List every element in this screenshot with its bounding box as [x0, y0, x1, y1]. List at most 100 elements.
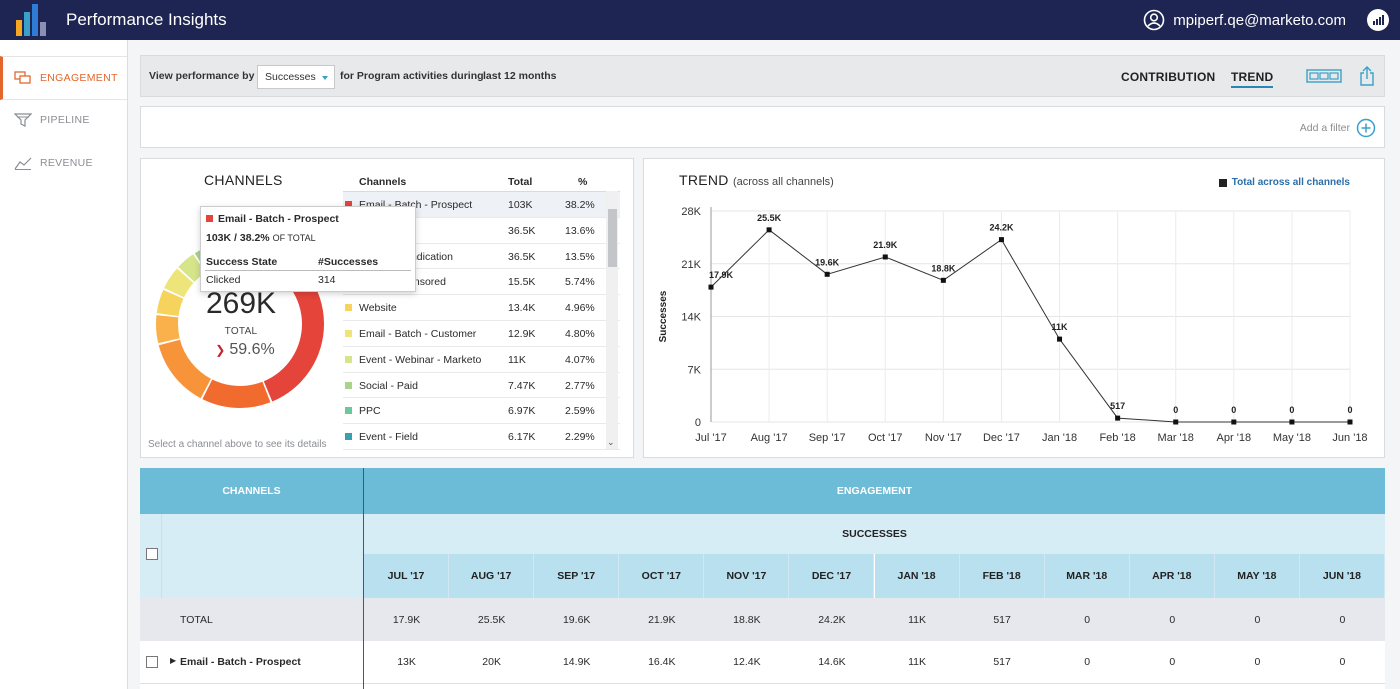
channel-total: 36.5K: [508, 224, 536, 237]
expand-arrow-icon[interactable]: ▶: [170, 656, 177, 665]
sidebar-item-revenue[interactable]: REVENUE: [0, 141, 127, 185]
channel-pct: 13.5%: [565, 250, 595, 263]
tab-trend[interactable]: TREND: [1231, 70, 1274, 88]
tooltip-of-total: OF TOTAL: [272, 233, 316, 243]
signal-icon[interactable]: [1366, 8, 1390, 32]
sidebar-item-pipeline[interactable]: PIPELINE: [0, 98, 127, 142]
data-point: [1115, 415, 1121, 421]
trend-line-chart[interactable]: 0 7K 14K 21K 28K Successes 17.9K 25.5K 19.6K 21.9…: [644, 159, 1386, 459]
for-label: for Program activities during: [340, 70, 484, 82]
table-cell: 0: [1169, 656, 1176, 668]
grid-divider: [363, 468, 364, 689]
channel-swatch: [345, 201, 352, 208]
donut-slice[interactable]: [178, 254, 206, 282]
donut-slice[interactable]: [156, 315, 180, 344]
channel-row[interactable]: Event - Webinar - Marketo 11K 4.07%: [343, 347, 620, 373]
channels-table-header: Channels Total %: [343, 171, 620, 192]
channel-total: 36.5K: [508, 250, 536, 263]
tab-contribution[interactable]: CONTRIBUTION: [1121, 70, 1216, 84]
table-cell: 21.9K: [648, 613, 676, 626]
row-checkbox[interactable]: [146, 656, 158, 668]
table-cell: 517: [993, 613, 1011, 626]
col-channels: Channels: [359, 176, 407, 188]
grid-header-channels: CHANNELS: [140, 468, 363, 514]
sidebar-item-label: ENGAGEMENT: [40, 72, 118, 84]
x-tick-label: Aug '17: [751, 432, 788, 444]
trend-card: TREND (across all channels) Total across…: [643, 158, 1385, 458]
channel-swatch: [345, 381, 352, 389]
channel-name: Event - Webinar - Marketo: [359, 353, 482, 366]
channel-row[interactable]: Social - Paid 7.47K 2.77%: [343, 373, 620, 399]
channel-total: 13.4K: [508, 302, 536, 315]
donut-total-label: TOTAL: [224, 326, 258, 337]
add-circle-icon[interactable]: [1356, 118, 1376, 138]
month-header[interactable]: DEC '17: [789, 554, 875, 598]
donut-slice[interactable]: [156, 289, 184, 316]
trend-title-text: TREND: [679, 172, 729, 188]
table-cell: 25.5K: [477, 613, 506, 626]
month-header[interactable]: FEB '18: [959, 554, 1045, 598]
tooltip-row-state: Clicked: [206, 274, 241, 286]
table-cell: 12.4K: [733, 656, 761, 668]
tooltip-value-pct: 38.2%: [239, 232, 270, 244]
channel-name: PPC: [359, 405, 381, 418]
channels-scroll-thumb[interactable]: [608, 209, 617, 267]
month-header[interactable]: JUL '17: [364, 554, 450, 598]
channel-total: 103K: [508, 199, 533, 211]
month-header[interactable]: SEP '17: [534, 554, 620, 598]
data-label: 17.9K: [709, 270, 734, 280]
table-cell: 517: [993, 656, 1011, 668]
channel-row[interactable]: Email - Batch - Customer 12.9K 4.80%: [343, 321, 620, 347]
chevron-down-icon: [322, 76, 328, 80]
tooltip-value: 103K / 38.2% OF TOTAL: [206, 232, 316, 244]
view-toolbar: View performance by Successes for Progra…: [140, 55, 1385, 97]
month-header[interactable]: MAY '18: [1214, 554, 1300, 598]
y-axis-label: Successes: [658, 290, 669, 342]
table-view-icon[interactable]: [1306, 69, 1342, 83]
data-label: 19.6K: [815, 257, 840, 267]
channel-swatch: [345, 433, 352, 441]
month-header[interactable]: JUN '18: [1299, 554, 1385, 598]
x-tick-label: Nov '17: [925, 432, 962, 444]
data-point: [882, 254, 888, 260]
month-header[interactable]: JAN '18: [874, 554, 960, 598]
donut-slice[interactable]: [158, 339, 211, 399]
donut-slice[interactable]: [164, 268, 194, 298]
data-label: 25.5K: [757, 213, 782, 223]
sidebar-item-engagement[interactable]: ENGAGEMENT: [0, 56, 127, 100]
channel-total: 6.97K: [508, 405, 536, 418]
channel-row[interactable]: Email - Batch - Prospect 103K 38.2%: [343, 192, 620, 218]
data-point: [1289, 419, 1295, 425]
month-header[interactable]: APR '18: [1129, 554, 1215, 598]
channel-name: Event - Field: [359, 431, 418, 444]
share-icon[interactable]: [1359, 66, 1375, 86]
month-header[interactable]: AUG '17: [449, 554, 535, 598]
period-select[interactable]: last 12 months: [483, 70, 557, 82]
channel-row[interactable]: Event - Field 6.17K 2.29%: [343, 424, 620, 450]
table-row[interactable]: ▶ Email - Batch - Prospect 13K 20K 14.9K 16…: [140, 641, 1385, 684]
sidebar: ENGAGEMENT PIPELINE REVENUE: [0, 40, 128, 689]
month-header[interactable]: OCT '17: [619, 554, 705, 598]
month-header[interactable]: NOV '17: [704, 554, 790, 598]
metric-select[interactable]: Successes: [257, 65, 335, 89]
select-all-checkbox[interactable]: [146, 548, 158, 560]
channel-row[interactable]: PPC 6.97K 2.59%: [343, 398, 620, 425]
donut-slice[interactable]: [202, 379, 271, 408]
user-email: mpiperf.qe@marketo.com: [1173, 11, 1346, 29]
channel-pct: 2.77%: [565, 379, 595, 392]
channel-row[interactable]: Website 13.4K 4.96%: [343, 295, 620, 321]
y-tick-label: 28K: [681, 206, 701, 218]
total-row-label: TOTAL: [180, 613, 213, 626]
channel-tooltip: Email - Batch - Prospect 103K / 38.2% OF…: [200, 206, 416, 292]
trend-legend[interactable]: Total across all channels: [1218, 177, 1350, 188]
data-point: [1173, 419, 1179, 425]
table-cell: 0: [1339, 656, 1346, 668]
month-header[interactable]: MAR '18: [1044, 554, 1130, 598]
user-menu[interactable]: mpiperf.qe@marketo.com: [1143, 9, 1346, 31]
table-cell: 11K: [908, 656, 926, 668]
add-filter-link[interactable]: Add a filter: [1299, 122, 1350, 134]
scroll-down-icon[interactable]: ⌄: [607, 437, 615, 447]
channel-name: Website: [359, 302, 397, 315]
channel-pct: 5.74%: [565, 276, 595, 289]
table-cell: 18.8K: [733, 613, 761, 626]
